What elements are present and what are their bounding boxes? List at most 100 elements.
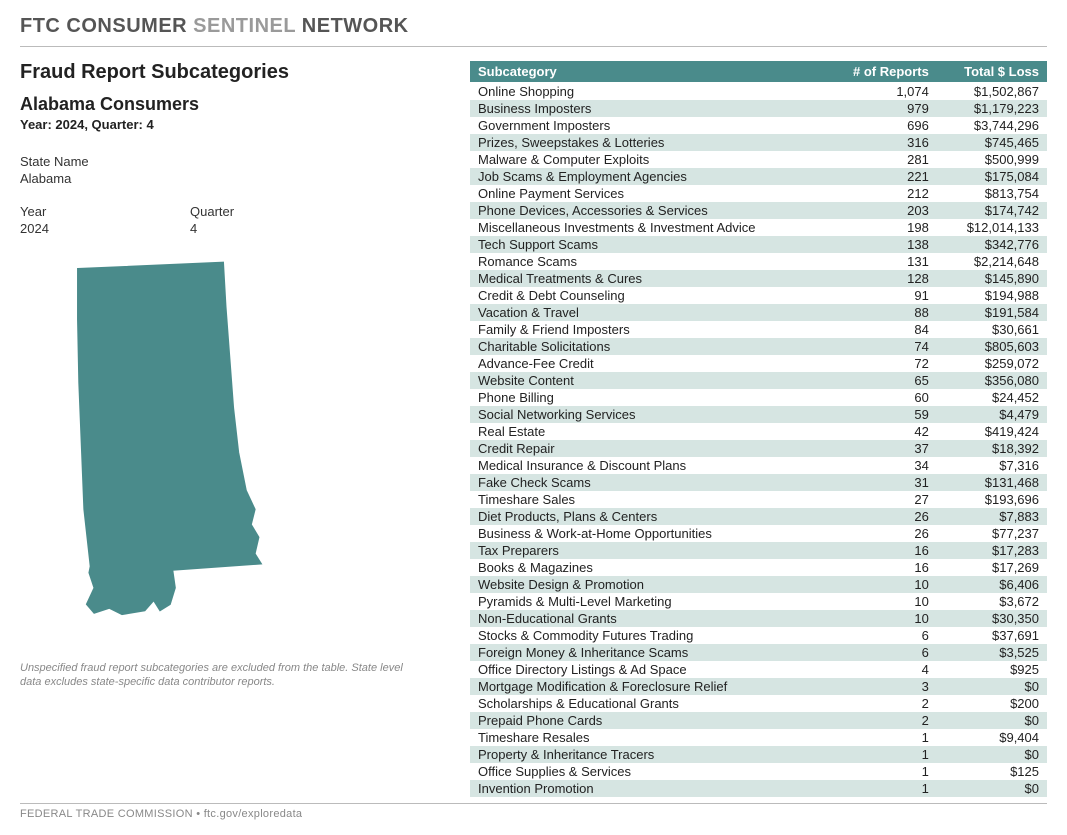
table-row: Office Directory Listings & Ad Space4$92… <box>470 661 1047 678</box>
period-label: Year: 2024, Quarter: 4 <box>20 117 450 132</box>
cell-loss: $500,999 <box>937 151 1047 168</box>
col-reports: # of Reports <box>826 61 937 83</box>
cell-loss: $0 <box>937 746 1047 763</box>
state-name-value: Alabama <box>20 171 190 186</box>
cell-loss: $813,754 <box>937 185 1047 202</box>
table-row: Fake Check Scams31$131,468 <box>470 474 1047 491</box>
cell-subcategory: Timeshare Resales <box>470 729 826 746</box>
cell-loss: $1,502,867 <box>937 83 1047 101</box>
cell-reports: 1 <box>826 729 937 746</box>
table-row: Phone Billing60$24,452 <box>470 389 1047 406</box>
page-title: Fraud Report Subcategories <box>20 61 450 84</box>
cell-reports: 1 <box>826 746 937 763</box>
state-meta: State Name Alabama <box>20 154 450 186</box>
cell-reports: 1,074 <box>826 83 937 101</box>
cell-reports: 74 <box>826 338 937 355</box>
cell-loss: $18,392 <box>937 440 1047 457</box>
table-row: Romance Scams131$2,214,648 <box>470 253 1047 270</box>
cell-loss: $925 <box>937 661 1047 678</box>
table-row: Phone Devices, Accessories & Services203… <box>470 202 1047 219</box>
cell-subcategory: Family & Friend Imposters <box>470 321 826 338</box>
cell-reports: 10 <box>826 576 937 593</box>
cell-reports: 10 <box>826 593 937 610</box>
cell-reports: 42 <box>826 423 937 440</box>
cell-subcategory: Medical Treatments & Cures <box>470 270 826 287</box>
cell-reports: 979 <box>826 100 937 117</box>
cell-reports: 26 <box>826 525 937 542</box>
state-map <box>20 256 450 641</box>
cell-subcategory: Social Networking Services <box>470 406 826 423</box>
cell-loss: $9,404 <box>937 729 1047 746</box>
table-row: Website Content65$356,080 <box>470 372 1047 389</box>
cell-subcategory: Non-Educational Grants <box>470 610 826 627</box>
cell-reports: 3 <box>826 678 937 695</box>
cell-reports: 27 <box>826 491 937 508</box>
cell-subcategory: Vacation & Travel <box>470 304 826 321</box>
table-row: Malware & Computer Exploits281$500,999 <box>470 151 1047 168</box>
cell-reports: 2 <box>826 712 937 729</box>
table-row: Books & Magazines16$17,269 <box>470 559 1047 576</box>
state-name-label: State Name <box>20 154 190 169</box>
cell-loss: $342,776 <box>937 236 1047 253</box>
cell-subcategory: Property & Inheritance Tracers <box>470 746 826 763</box>
cell-subcategory: Malware & Computer Exploits <box>470 151 826 168</box>
cell-loss: $3,744,296 <box>937 117 1047 134</box>
table-row: Online Shopping1,074$1,502,867 <box>470 83 1047 101</box>
col-subcategory: Subcategory <box>470 61 826 83</box>
cell-reports: 84 <box>826 321 937 338</box>
fraud-table: Subcategory # of Reports Total $ Loss On… <box>470 61 1047 797</box>
cell-subcategory: Mortgage Modification & Foreclosure Reli… <box>470 678 826 695</box>
cell-loss: $17,283 <box>937 542 1047 559</box>
cell-loss: $175,084 <box>937 168 1047 185</box>
cell-reports: 696 <box>826 117 937 134</box>
cell-subcategory: Stocks & Commodity Futures Trading <box>470 627 826 644</box>
cell-reports: 4 <box>826 661 937 678</box>
cell-reports: 6 <box>826 644 937 661</box>
table-row: Family & Friend Imposters84$30,661 <box>470 321 1047 338</box>
cell-loss: $37,691 <box>937 627 1047 644</box>
cell-loss: $191,584 <box>937 304 1047 321</box>
brand-part-1: FTC CONSUMER <box>20 15 187 37</box>
table-row: Real Estate42$419,424 <box>470 423 1047 440</box>
cell-reports: 10 <box>826 610 937 627</box>
table-row: Invention Promotion1$0 <box>470 780 1047 797</box>
cell-subcategory: Tax Preparers <box>470 542 826 559</box>
table-row: Diet Products, Plans & Centers26$7,883 <box>470 508 1047 525</box>
cell-subcategory: Tech Support Scams <box>470 236 826 253</box>
cell-reports: 198 <box>826 219 937 236</box>
cell-subcategory: Credit & Debt Counseling <box>470 287 826 304</box>
cell-subcategory: Timeshare Sales <box>470 491 826 508</box>
cell-loss: $2,214,648 <box>937 253 1047 270</box>
cell-loss: $12,014,133 <box>937 219 1047 236</box>
table-row: Timeshare Sales27$193,696 <box>470 491 1047 508</box>
cell-reports: 128 <box>826 270 937 287</box>
cell-subcategory: Medical Insurance & Discount Plans <box>470 457 826 474</box>
cell-loss: $125 <box>937 763 1047 780</box>
table-row: Medical Treatments & Cures128$145,890 <box>470 270 1047 287</box>
table-row: Prizes, Sweepstakes & Lotteries316$745,4… <box>470 134 1047 151</box>
cell-loss: $259,072 <box>937 355 1047 372</box>
cell-loss: $17,269 <box>937 559 1047 576</box>
cell-loss: $145,890 <box>937 270 1047 287</box>
table-panel: Subcategory # of Reports Total $ Loss On… <box>470 55 1047 797</box>
cell-subcategory: Job Scams & Employment Agencies <box>470 168 826 185</box>
cell-reports: 37 <box>826 440 937 457</box>
cell-loss: $3,672 <box>937 593 1047 610</box>
table-row: Credit & Debt Counseling91$194,988 <box>470 287 1047 304</box>
table-row: Charitable Solicitations74$805,603 <box>470 338 1047 355</box>
cell-loss: $6,406 <box>937 576 1047 593</box>
cell-subcategory: Invention Promotion <box>470 780 826 797</box>
cell-loss: $419,424 <box>937 423 1047 440</box>
cell-loss: $24,452 <box>937 389 1047 406</box>
page-subtitle: Alabama Consumers <box>20 94 450 115</box>
cell-reports: 131 <box>826 253 937 270</box>
cell-subcategory: Fake Check Scams <box>470 474 826 491</box>
cell-subcategory: Website Content <box>470 372 826 389</box>
table-row: Scholarships & Educational Grants2$200 <box>470 695 1047 712</box>
footnote: Unspecified fraud report subcategories a… <box>20 661 420 690</box>
table-row: Foreign Money & Inheritance Scams6$3,525 <box>470 644 1047 661</box>
cell-reports: 1 <box>826 780 937 797</box>
table-row: Tax Preparers16$17,283 <box>470 542 1047 559</box>
cell-loss: $77,237 <box>937 525 1047 542</box>
cell-loss: $131,468 <box>937 474 1047 491</box>
